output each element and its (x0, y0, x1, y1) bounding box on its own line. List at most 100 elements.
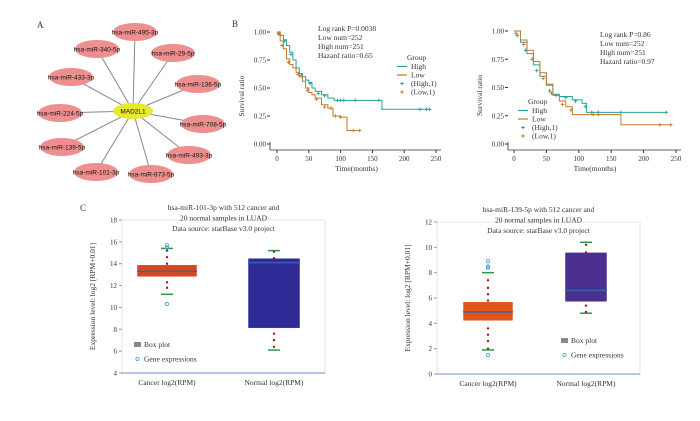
hub-label: MAD2L1 (120, 109, 146, 116)
censor-mark (335, 98, 340, 103)
panel-label-c: C (80, 203, 86, 213)
censor-mark (596, 112, 601, 117)
y-tick-label: 16 (110, 238, 118, 246)
stat-annotation: Log rank P=0.86 (600, 30, 651, 39)
mirna-node (181, 115, 225, 133)
y-tick-label: 12 (425, 219, 433, 227)
censor-mark (664, 110, 669, 115)
data-point (165, 262, 169, 265)
category-label: Normal log2(RPM) (245, 378, 304, 387)
censor-mark (314, 97, 319, 101)
network-diagram: hsa-miR-495-3p hsa-miR-340-5p hsa-miR-29-5… (37, 23, 227, 183)
censor-mark (280, 43, 284, 48)
y-tick-label: 2 (429, 345, 433, 353)
censor-mark (541, 76, 545, 81)
outlier-point (485, 259, 490, 264)
legend-entry: Low (532, 115, 546, 124)
legend-entry: High (532, 106, 547, 115)
chart-title-line: 20 normal samples in LUAD (495, 216, 583, 225)
y-tick-label: 0 (429, 371, 433, 379)
y-tick-label: 0.00 (254, 141, 267, 149)
mirna-label: hsa-miR-101-3p (73, 170, 120, 177)
legend-marker (400, 81, 404, 86)
network-edge (95, 110, 134, 173)
data-point (165, 249, 169, 252)
survival-plot-1: 0.00 0.25 0.50 0.75 1.00 0 50 100 150 200 250 Time(… (237, 24, 442, 173)
censor-mark (351, 128, 356, 133)
y-tick-label: 18 (110, 217, 118, 225)
censor-mark (589, 110, 594, 115)
chart-title-line: hsa-miR-101-3p with 512 cancer and (168, 203, 280, 212)
stat-annotation: Hazard ratio=0.97 (600, 57, 655, 66)
censor-mark (560, 102, 565, 107)
data-point (486, 299, 490, 302)
x-tick-label: 100 (574, 155, 585, 163)
mirna-node (38, 104, 82, 122)
mirna-label: hsa-miR-708-5p (180, 122, 227, 129)
network-edge (132, 31, 136, 112)
mirna-node (129, 165, 173, 183)
mirna-node (49, 68, 93, 86)
censor-mark (521, 42, 526, 47)
x-tick-label: 150 (367, 155, 378, 163)
censor-mark (534, 68, 539, 73)
data-point (486, 286, 490, 290)
y-tick-label: 4 (114, 370, 118, 378)
mirna-node (167, 146, 211, 164)
censor-mark (573, 99, 578, 103)
censor-mark (564, 95, 568, 100)
censor-mark (338, 98, 343, 103)
mirna-label: hsa-miR-29-5p (152, 51, 195, 58)
survival-curve-low (514, 30, 671, 126)
x-tick-label: 200 (399, 155, 410, 163)
censor-mark (296, 72, 300, 77)
category-label: Cancer log2(RPM) (459, 379, 517, 388)
outlier-point (164, 243, 169, 248)
data-point (584, 304, 588, 307)
data-point (272, 257, 276, 260)
x-axis-label: Time(months) (574, 164, 617, 173)
mirna-label: hsa-miR-136-5p (175, 82, 222, 89)
mirna-node (113, 23, 157, 41)
legend-entry: (Low,1) (411, 88, 435, 97)
data-point (272, 250, 276, 253)
chart-title-line: 20 normal samples in LUAD (180, 214, 268, 223)
survival-curve-low (277, 31, 360, 132)
censor-mark (514, 31, 518, 36)
stat-annotation: Low num=252 (600, 39, 645, 48)
mirna-label: hsa-miR-139-5p (39, 145, 86, 152)
panel-label-a: A (37, 20, 44, 30)
legend-marker (521, 125, 525, 130)
x-tick-label: 250 (431, 155, 442, 163)
legend-point-swatch (562, 352, 567, 357)
survival-plot-2: 0.00 0.25 0.50 0.75 1.00 0 50 100 150 200 250 Time(… (475, 28, 682, 174)
y-tick-label: 10 (110, 304, 118, 312)
panel-label-b: B (232, 19, 238, 29)
censor-mark (547, 89, 552, 93)
box-plot-2: 0 2 4 6 8 10 12 hsa-miR-139-5p with 512 cancer … (403, 205, 641, 388)
censor-mark (569, 108, 573, 112)
legend-marker (521, 134, 525, 138)
mirna-node (75, 40, 119, 58)
x-tick-label: 0 (512, 155, 516, 163)
censor-mark (549, 91, 554, 95)
legend-box-swatch (134, 342, 141, 347)
data-point (486, 279, 490, 282)
censor-mark (418, 107, 422, 112)
censor-mark (322, 94, 327, 98)
censor-mark (530, 57, 534, 62)
box (564, 252, 608, 303)
y-tick-label: 0.50 (254, 85, 267, 93)
stat-annotation: Hazard ratio=0.65 (318, 51, 373, 60)
y-axis-label: Survival ratio (475, 75, 484, 116)
data-point (272, 332, 276, 335)
censor-mark (376, 98, 381, 103)
category-label: Normal log2(RPM) (557, 379, 616, 388)
outlier-point (485, 265, 490, 270)
censor-mark (341, 98, 346, 103)
hub-node (113, 103, 153, 119)
y-axis-label: Expression level: log2 [RPM+0.01] (403, 244, 412, 351)
y-tick-label: 10 (425, 244, 433, 252)
mirna-label: hsa-miR-495-3p (112, 30, 159, 37)
censor-mark (308, 81, 312, 86)
